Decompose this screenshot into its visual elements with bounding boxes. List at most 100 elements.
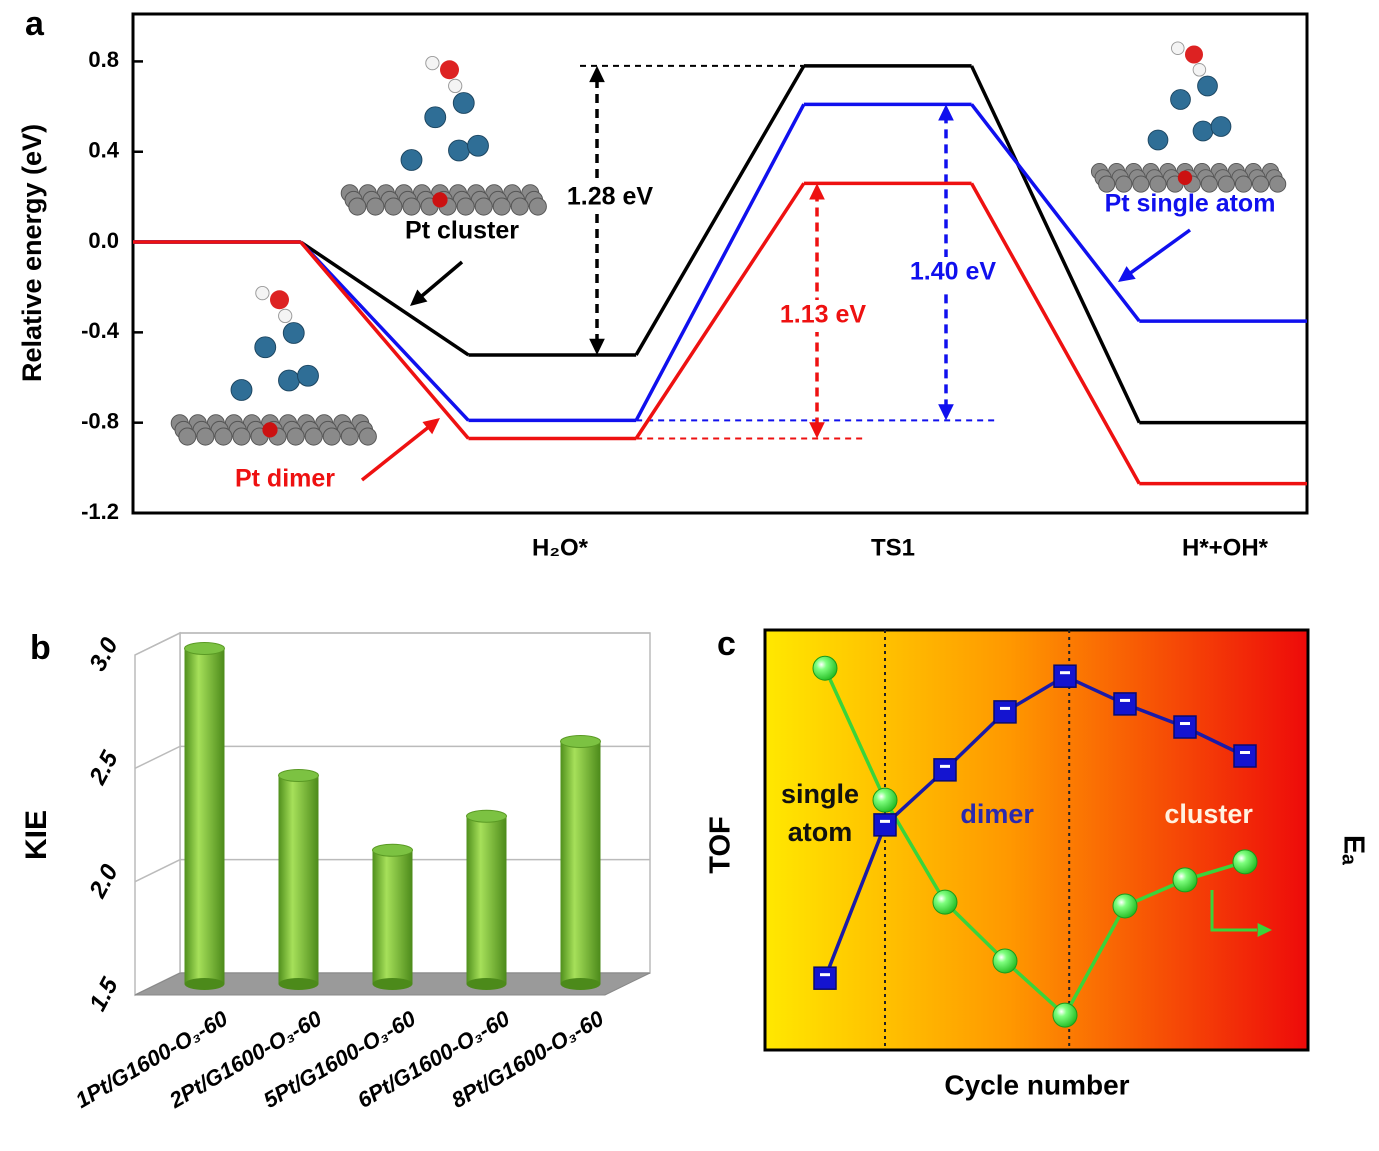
bar-base	[373, 978, 413, 990]
atom	[1171, 90, 1191, 110]
marker-highlight	[940, 765, 950, 768]
marker-highlight	[1060, 671, 1070, 674]
marker	[934, 759, 956, 781]
region-label: single atom	[755, 775, 885, 851]
panel-letter: c	[717, 625, 736, 663]
atom	[367, 198, 384, 215]
marker	[993, 949, 1017, 973]
molecule-icon	[341, 56, 546, 215]
atom	[287, 428, 304, 445]
x-tick-label: H*+OH*	[1182, 534, 1269, 561]
atom	[468, 135, 489, 156]
molecule-icon	[1091, 42, 1285, 192]
atom	[457, 198, 474, 215]
y-tick-label: 1.5	[84, 973, 124, 1016]
y-tick-label: 0.4	[88, 138, 119, 163]
y-axis-title: Relative energy (eV)	[17, 124, 47, 382]
atom	[305, 428, 322, 445]
bar	[279, 775, 319, 984]
atom	[1193, 121, 1213, 141]
figure: a b c Relative energy (eV) KIE TOF Eₐ Cy…	[0, 0, 1379, 1151]
y-tick-label: 2.5	[84, 746, 124, 790]
marker-highlight	[1240, 751, 1250, 754]
y-axis-title: KIE	[20, 810, 53, 860]
y2-axis-title: Eₐ	[1337, 835, 1369, 865]
marker-highlight	[1180, 722, 1190, 725]
atom	[283, 323, 304, 344]
marker	[994, 701, 1016, 723]
chart: a b c Relative energy (eV) KIE TOF Eₐ Cy…	[0, 0, 1379, 1151]
atom	[255, 337, 276, 358]
marker-highlight	[1120, 699, 1130, 702]
bar	[185, 649, 225, 984]
marker	[1114, 693, 1136, 715]
atom	[341, 428, 358, 445]
x-tick-label: TS1	[871, 534, 915, 561]
bar-top	[185, 643, 225, 655]
atom	[323, 428, 340, 445]
arrow-head	[589, 339, 605, 355]
barrier-label: 1.28 eV	[567, 183, 654, 211]
marker	[1174, 716, 1196, 738]
region-label: dimer	[932, 795, 1062, 833]
atom	[279, 370, 300, 391]
side-wall	[135, 633, 180, 995]
marker	[933, 890, 957, 914]
atom	[426, 56, 439, 69]
atom	[529, 198, 546, 215]
x-tick-label: 5Pt/G1600-O₃-60	[259, 1005, 420, 1113]
barrier-label: 1.13 eV	[780, 301, 867, 329]
atom	[197, 428, 214, 445]
connector	[972, 66, 1140, 423]
atom	[349, 198, 366, 215]
atom	[449, 140, 470, 161]
bar-base	[185, 978, 225, 990]
atom	[1178, 171, 1192, 185]
atom	[1193, 63, 1206, 76]
marker-highlight	[1000, 707, 1010, 710]
y-tick-label: 0.8	[88, 47, 119, 72]
atom	[453, 93, 474, 114]
panel-letter: a	[25, 5, 45, 43]
molecule-icon	[171, 286, 376, 445]
y-tick-label: -0.8	[81, 408, 119, 433]
atom	[403, 198, 420, 215]
y-tick-label: 2.0	[84, 859, 124, 903]
y-tick-label: -1.2	[81, 499, 119, 524]
y-tick-label: -0.4	[81, 318, 120, 343]
atom	[1148, 130, 1168, 150]
series-label: Pt cluster	[405, 217, 519, 245]
marker	[1054, 665, 1076, 687]
arrow-head	[1118, 266, 1136, 282]
atom	[432, 192, 447, 207]
arrow-head	[809, 422, 825, 438]
atom	[262, 422, 277, 437]
atom	[298, 365, 319, 386]
marker	[814, 967, 836, 989]
atom	[231, 380, 252, 401]
barrier-label: 1.40 eV	[910, 258, 997, 286]
bar	[373, 850, 413, 984]
x-tick-label: 8Pt/G1600-O₃-60	[447, 1005, 608, 1113]
atom	[440, 60, 459, 79]
atom	[256, 286, 269, 299]
atom	[493, 198, 510, 215]
atom	[449, 79, 462, 92]
bar-top	[467, 810, 507, 822]
marker	[1233, 850, 1257, 874]
connector	[636, 104, 804, 420]
connector	[301, 242, 469, 420]
y-tick-label: 0.0	[88, 228, 119, 253]
arrow-head	[809, 183, 825, 199]
atom	[233, 428, 250, 445]
arrow	[1128, 230, 1190, 275]
marker	[1113, 894, 1137, 918]
atom	[511, 198, 528, 215]
bar	[561, 741, 601, 984]
y-tick-label: 3.0	[84, 633, 124, 676]
bar-base	[279, 978, 319, 990]
x-tick-label: 6Pt/G1600-O₃-60	[353, 1005, 514, 1113]
arrow	[419, 262, 462, 298]
bar-top	[279, 769, 319, 781]
arrow-head	[938, 104, 954, 120]
